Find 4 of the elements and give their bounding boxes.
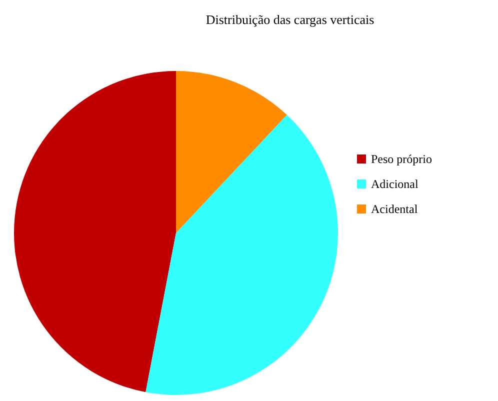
legend-label: Acidental: [371, 202, 418, 216]
legend-label: Peso próprio: [371, 152, 432, 166]
chart-title: Distribuição das cargas verticais: [206, 12, 374, 27]
legend-label: Adicional: [371, 177, 419, 191]
